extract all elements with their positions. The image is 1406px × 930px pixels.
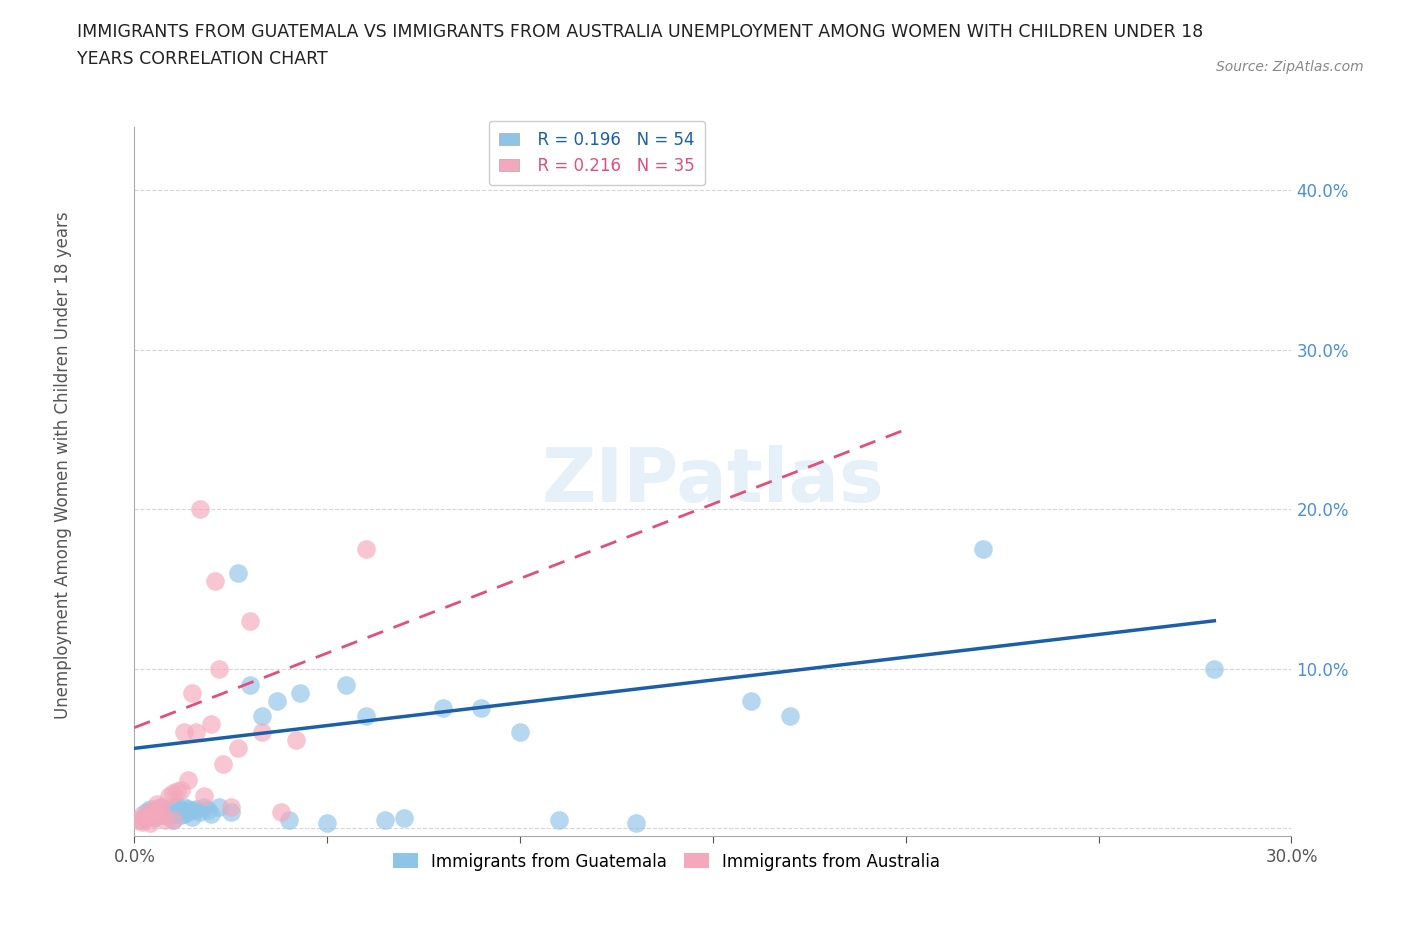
Point: [135, 811, 157, 826]
Point: [177, 804, 200, 819]
Point: [184, 802, 207, 817]
Point: [316, 816, 339, 830]
Point: [335, 677, 357, 692]
Point: [150, 800, 173, 815]
Point: [200, 717, 222, 732]
Point: [142, 811, 165, 826]
Point: [181, 685, 204, 700]
Point: [155, 808, 177, 823]
Point: [139, 804, 162, 819]
Point: [740, 693, 762, 708]
Point: [146, 797, 169, 812]
Point: [1204, 661, 1226, 676]
Point: [169, 808, 191, 823]
Point: [624, 816, 647, 830]
Point: [157, 789, 180, 804]
Point: [166, 784, 188, 799]
Point: [204, 574, 226, 589]
Point: [150, 808, 173, 823]
Point: [155, 804, 177, 818]
Point: [162, 800, 184, 815]
Point: [177, 773, 200, 788]
Point: [228, 741, 250, 756]
Point: [157, 802, 180, 817]
Point: [155, 813, 177, 828]
Point: [139, 802, 162, 817]
Point: [193, 800, 215, 815]
Point: [146, 804, 169, 819]
Point: [162, 813, 184, 828]
Point: [173, 806, 195, 821]
Point: [169, 804, 191, 818]
Point: [181, 804, 204, 818]
Point: [157, 809, 180, 824]
Point: [779, 709, 801, 724]
Point: [181, 809, 204, 824]
Point: [135, 809, 157, 824]
Point: [162, 786, 184, 801]
Point: [547, 813, 569, 828]
Point: [177, 802, 200, 817]
Text: ZIPatlas: ZIPatlas: [541, 445, 884, 518]
Point: [162, 813, 184, 828]
Point: [972, 541, 994, 556]
Point: [250, 725, 273, 740]
Point: [146, 806, 169, 821]
Point: [285, 733, 308, 748]
Point: [142, 808, 165, 823]
Point: [394, 811, 416, 826]
Point: [193, 789, 215, 804]
Point: [150, 800, 173, 815]
Point: [135, 804, 157, 819]
Point: [131, 813, 153, 828]
Point: [150, 804, 173, 819]
Point: [470, 701, 492, 716]
Point: [131, 808, 153, 823]
Point: [127, 813, 149, 828]
Point: [290, 685, 312, 700]
Point: [184, 725, 207, 740]
Point: [432, 701, 454, 716]
Point: [219, 800, 242, 815]
Point: [142, 809, 165, 824]
Text: Unemployment Among Women with Children Under 18 years: Unemployment Among Women with Children U…: [55, 211, 72, 719]
Point: [169, 782, 191, 797]
Legend: Immigrants from Guatemala, Immigrants from Australia: Immigrants from Guatemala, Immigrants fr…: [387, 846, 946, 877]
Point: [212, 757, 235, 772]
Point: [219, 804, 242, 819]
Point: [173, 800, 195, 815]
Point: [239, 614, 262, 629]
Point: [354, 541, 377, 556]
Point: [173, 725, 195, 740]
Point: [142, 802, 165, 817]
Point: [139, 816, 162, 830]
Point: [239, 677, 262, 692]
Point: [208, 800, 231, 815]
Point: [188, 502, 211, 517]
Point: [166, 798, 188, 813]
Point: [197, 804, 219, 818]
Point: [228, 565, 250, 580]
Text: Source: ZipAtlas.com: Source: ZipAtlas.com: [1216, 60, 1364, 74]
Point: [250, 709, 273, 724]
Point: [208, 661, 231, 676]
Text: IMMIGRANTS FROM GUATEMALA VS IMMIGRANTS FROM AUSTRALIA UNEMPLOYMENT AMONG WOMEN : IMMIGRANTS FROM GUATEMALA VS IMMIGRANTS …: [77, 23, 1204, 68]
Point: [146, 804, 169, 818]
Point: [509, 725, 531, 740]
Point: [270, 804, 292, 819]
Point: [200, 806, 222, 821]
Point: [277, 813, 299, 828]
Point: [166, 804, 188, 819]
Point: [354, 709, 377, 724]
Point: [266, 693, 288, 708]
Point: [188, 804, 211, 819]
Point: [374, 813, 396, 828]
Point: [131, 815, 153, 830]
Point: [162, 806, 184, 821]
